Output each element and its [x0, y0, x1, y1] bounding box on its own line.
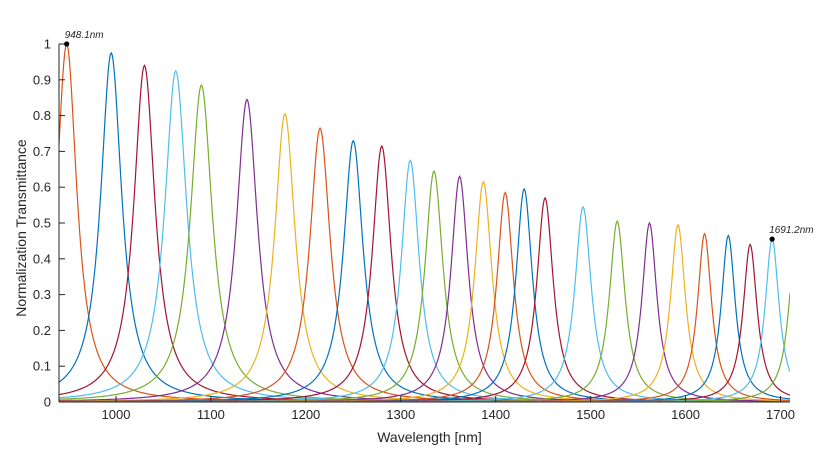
y-tick-label: 0.1: [33, 359, 51, 374]
x-axis-label: Wavelength [nm]: [377, 429, 482, 445]
x-tick-label: 1400: [481, 407, 510, 422]
x-tick-label: 1300: [386, 407, 415, 422]
y-tick-label: 0.8: [33, 108, 51, 123]
y-tick-label: 0.3: [33, 287, 51, 302]
x-tick-label: 1500: [576, 407, 605, 422]
y-axis-label: Normalization Transmittance: [13, 139, 29, 317]
y-axis-ticks: 0 0.1 0.2 0.3 0.4 0.5 0.6 0.7 0.8 0.9 1: [33, 37, 65, 410]
annotation-marker-1: [64, 41, 70, 47]
x-tick-label: 1100: [197, 407, 225, 422]
y-tick-label: 0.7: [33, 144, 51, 159]
plot-area: 1000 1100 1200 1300 1400 1500 1600 1700 0 0.1 0.2…: [33, 30, 814, 422]
axes-box: [59, 44, 790, 402]
y-tick-label: 0.4: [33, 251, 51, 266]
y-tick-label: 0.5: [33, 216, 51, 231]
x-axis-ticks: 1000 1100 1200 1300 1400 1500 1600 1700: [102, 396, 795, 422]
annotation-marker-2: [769, 236, 775, 242]
y-tick-label: 0: [44, 395, 51, 410]
y-tick-label: 1: [44, 37, 51, 52]
y-tick-label: 0.2: [33, 323, 51, 338]
x-tick-label: 1600: [671, 407, 700, 422]
y-tick-label: 0.6: [33, 180, 51, 195]
x-tick-label: 1200: [291, 407, 320, 422]
annotation-layer: 948.1nm 1691.2nm: [64, 30, 814, 242]
x-tick-label: 1700: [766, 407, 795, 422]
y-tick-label: 0.9: [33, 72, 51, 87]
annotation-label-2: 1691.2nm: [769, 225, 813, 236]
x-tick-label: 1000: [102, 407, 131, 422]
annotation-label-1: 948.1nm: [65, 30, 104, 41]
